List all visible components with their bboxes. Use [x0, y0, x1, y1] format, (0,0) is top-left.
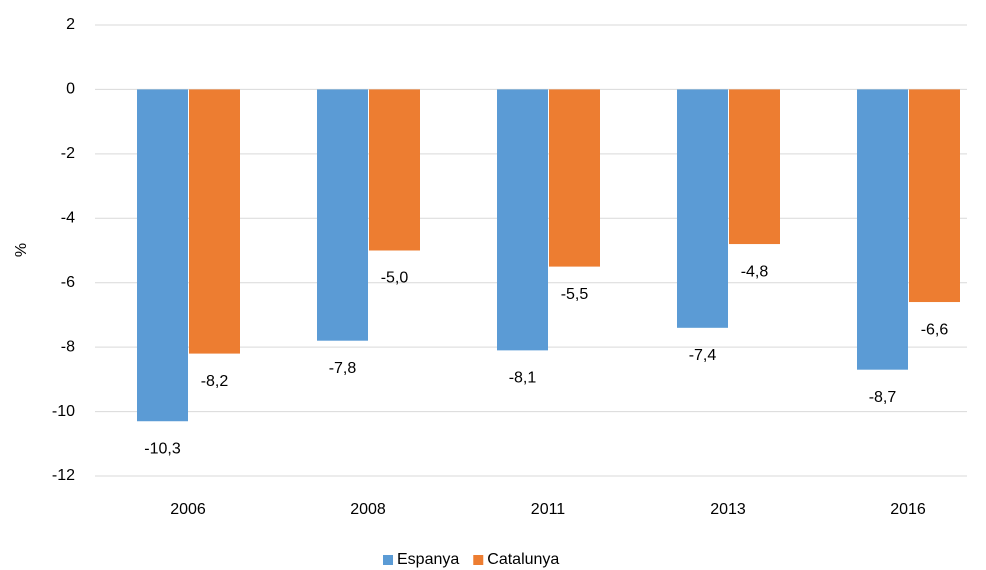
y-tick-label: 2 [66, 16, 75, 33]
y-tick-label: -6 [61, 274, 75, 291]
data-label: -8,7 [869, 389, 897, 406]
data-label: -6,6 [921, 321, 949, 338]
data-label: -8,2 [201, 373, 229, 390]
x-tick-label: 2006 [170, 501, 206, 518]
bar [857, 89, 908, 370]
bar [137, 89, 188, 422]
data-label: -4,8 [741, 263, 769, 280]
bar [549, 89, 600, 267]
bar [909, 89, 960, 303]
legend-label: Espanya [397, 551, 459, 568]
bar [497, 89, 548, 351]
y-tick-label: -4 [61, 210, 75, 227]
data-label: -10,3 [144, 440, 181, 457]
bar [189, 89, 240, 354]
data-label: -7,8 [329, 360, 357, 377]
x-tick-label: 2011 [531, 501, 566, 518]
data-label: -5,5 [561, 286, 589, 303]
legend-swatch [473, 555, 484, 565]
bar [317, 89, 368, 341]
x-tick-label: 2013 [710, 501, 746, 518]
legend-label: Catalunya [487, 551, 559, 568]
y-tick-label: -2 [61, 145, 75, 162]
y-tick-label: -8 [61, 338, 75, 355]
y-tick-label: 0 [66, 81, 75, 98]
data-label: -8,1 [509, 370, 537, 387]
bar [677, 89, 728, 328]
bar [369, 89, 420, 251]
data-label: -7,4 [689, 347, 717, 364]
y-tick-label: -10 [52, 403, 75, 420]
y-tick-label: -12 [52, 467, 75, 484]
legend-swatch [383, 555, 393, 565]
x-tick-label: 2016 [890, 501, 926, 518]
y-axis-label: % [13, 243, 30, 257]
bar [729, 89, 780, 245]
data-label: -5,0 [381, 270, 409, 287]
x-tick-label: 2008 [350, 501, 386, 518]
